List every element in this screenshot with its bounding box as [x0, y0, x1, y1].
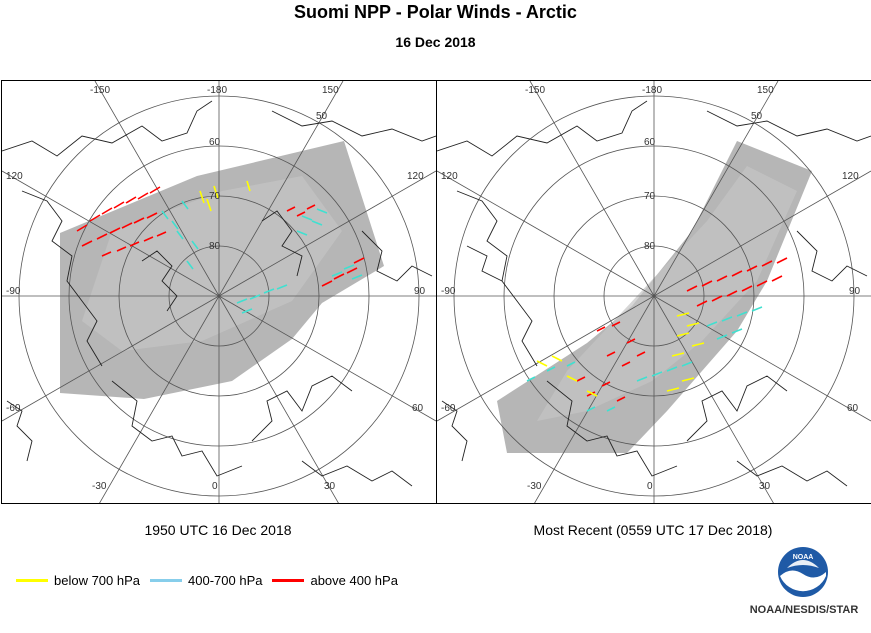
- grid-label: 30: [759, 481, 771, 492]
- grid-label: 70: [644, 191, 656, 202]
- logo-text: NOAA: [793, 554, 814, 561]
- grid-label: 150: [757, 85, 774, 96]
- wind-vectors: [526, 257, 788, 412]
- grid-label: 80: [644, 241, 656, 252]
- credit-text: NOAA/NESDIS/STAR: [749, 604, 859, 616]
- panel-caption-left: 1950 UTC 16 Dec 2018: [144, 522, 292, 538]
- coastlines: [437, 100, 871, 487]
- meridians: [437, 81, 871, 503]
- grid-label: -30: [92, 481, 107, 492]
- grid-label: 120: [6, 171, 23, 182]
- grid-label: 50: [316, 111, 328, 122]
- grid-label: 120: [441, 171, 458, 182]
- grid-label: -180: [207, 85, 227, 96]
- grid-label: 70: [209, 191, 221, 202]
- legend-swatch-yellow: [16, 578, 48, 582]
- grid-label: 120: [842, 171, 859, 182]
- grid-label: 60: [847, 403, 859, 414]
- wind-vectors-400-700: [526, 306, 763, 412]
- grid-label: 90: [849, 286, 861, 297]
- grid-label: 60: [644, 137, 656, 148]
- wind-vectors-below-700: [536, 312, 705, 397]
- grid-label: 150: [322, 85, 339, 96]
- grid-label: 90: [414, 286, 426, 297]
- grid-label: -150: [90, 85, 110, 96]
- grid-label: 60: [209, 137, 221, 148]
- grid-label: -90: [6, 286, 21, 297]
- polar-map-right: -150 -180 150 120 120 -90 90 -60 60 -30 …: [437, 81, 871, 503]
- grid-label: -30: [527, 481, 542, 492]
- grid-label: -60: [6, 403, 21, 414]
- grid-label: 30: [324, 481, 336, 492]
- wind-vectors-above-400: [576, 257, 788, 402]
- grid-label: 80: [209, 241, 221, 252]
- legend-label: below 700 hPa: [54, 572, 141, 588]
- legend-label: 400-700 hPa: [188, 572, 263, 588]
- grid-label: -180: [642, 85, 662, 96]
- grid-label: 60: [412, 403, 424, 414]
- polar-map-left: -150 -180 150 120 120 -90 90 -60 60 -30 …: [2, 81, 436, 503]
- grid-label: -90: [441, 286, 456, 297]
- legend-label: above 400 hPa: [310, 572, 398, 588]
- legend-swatch-red: [272, 578, 305, 582]
- wind-vectors-below-700: [199, 180, 251, 212]
- satellite-swath-bright: [82, 176, 342, 351]
- wind-vectors-400-700: [161, 200, 363, 314]
- legend-item-below-700: below 700 hPa: [16, 573, 140, 588]
- grid-label: -150: [525, 85, 545, 96]
- panel-caption-right: Most Recent (0559 UTC 17 Dec 2018): [533, 522, 773, 538]
- legend-swatch-cyan: [150, 578, 183, 582]
- satellite-swath-bright: [537, 166, 797, 421]
- wind-vectors: [76, 180, 365, 314]
- page-date: 16 Dec 2018: [395, 34, 476, 50]
- wind-vectors-above-400: [76, 186, 365, 287]
- map-panel-left: -150 -180 150 120 120 -90 90 -60 60 -30 …: [1, 80, 437, 504]
- grid-label: 50: [751, 111, 763, 122]
- grid-label: 0: [647, 481, 653, 492]
- legend: below 700 hPa 400-700 hPa above 400 hPa: [16, 570, 408, 590]
- grid-label: -60: [441, 403, 456, 414]
- grid-label: 0: [212, 481, 218, 492]
- coastlines: [2, 100, 436, 487]
- noaa-logo-icon: NOAA: [778, 547, 828, 597]
- legend-item-above-400: above 400 hPa: [272, 572, 398, 588]
- page-title: Suomi NPP - Polar Winds - Arctic: [294, 2, 577, 22]
- map-panel-right: -150 -180 150 120 120 -90 90 -60 60 -30 …: [436, 80, 871, 504]
- legend-item-400-700: 400-700 hPa: [150, 573, 262, 588]
- grid-label: 120: [407, 171, 424, 182]
